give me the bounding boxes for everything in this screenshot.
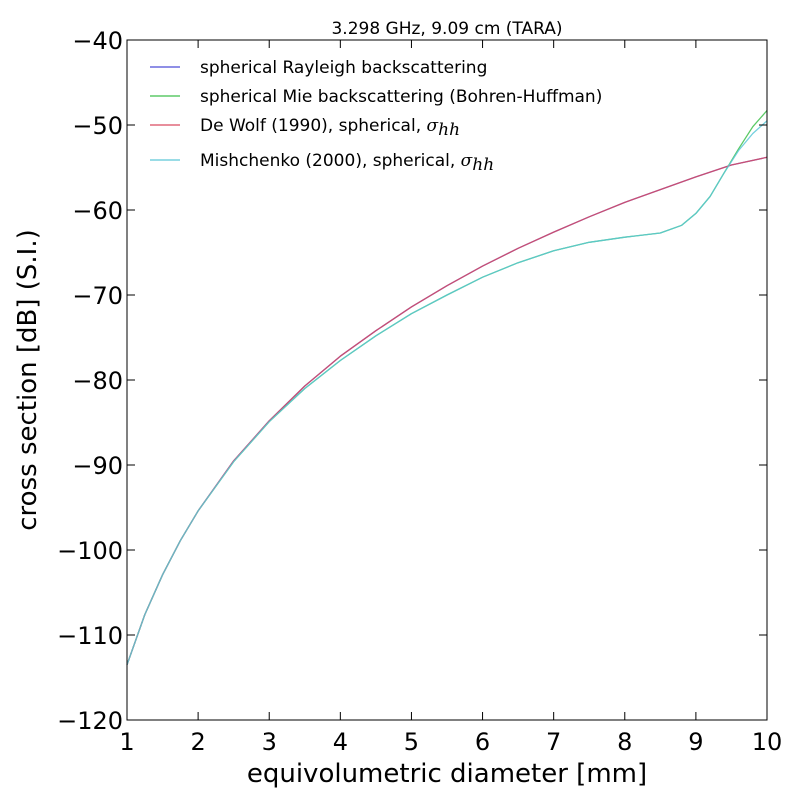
series-line-3 <box>126 120 768 666</box>
x-tick-label: 6 <box>475 728 490 756</box>
plot-frame <box>126 39 768 721</box>
y-axis-label: cross section [dB] (S.I.) <box>13 229 43 530</box>
x-tick-label: 1 <box>119 728 134 756</box>
y-tick-label: −60 <box>72 197 123 225</box>
x-tick-label: 7 <box>546 728 561 756</box>
x-tick-label: 2 <box>190 728 205 756</box>
x-tick-label: 8 <box>617 728 632 756</box>
legend: spherical Rayleigh backscattering spheric… <box>150 58 602 175</box>
x-tick-label: 4 <box>333 728 348 756</box>
y-tick-label: −120 <box>57 707 123 735</box>
y-tick-label: −80 <box>72 367 123 395</box>
series-line-0 <box>126 156 768 666</box>
y-tick-label: −90 <box>72 452 123 480</box>
legend-label-0: spherical Rayleigh backscattering <box>200 58 487 78</box>
x-tick-label: 10 <box>752 728 783 756</box>
ticks-layer: 1 2 3 4 5 6 7 8 9 10 −120 −110 −100 −90 −80 −70 −60 −50 −4… <box>57 27 782 756</box>
series-layer <box>126 110 768 666</box>
y-tick-label: −100 <box>57 537 123 565</box>
legend-label-2: De Wolf (1990), spherical, σhh <box>200 116 460 140</box>
x-tick-label: 9 <box>688 728 703 756</box>
series-line-1 <box>126 110 768 666</box>
chart-title: 3.298 GHz, 9.09 cm (TARA) <box>331 19 562 39</box>
legend-label-3: Mishchenko (2000), spherical, σhh <box>200 151 494 175</box>
series-line-2 <box>126 156 768 666</box>
legend-label-1: spherical Mie backscattering (Bohren-Huf… <box>200 87 602 107</box>
y-tick-label: −40 <box>72 27 123 55</box>
x-tick-label: 3 <box>262 728 277 756</box>
y-tick-label: −50 <box>72 112 123 140</box>
x-tick-label: 5 <box>404 728 419 756</box>
y-tick-label: −70 <box>72 282 123 310</box>
x-axis-label: equivolumetric diameter [mm] <box>247 759 647 789</box>
y-tick-label: −110 <box>57 622 123 650</box>
